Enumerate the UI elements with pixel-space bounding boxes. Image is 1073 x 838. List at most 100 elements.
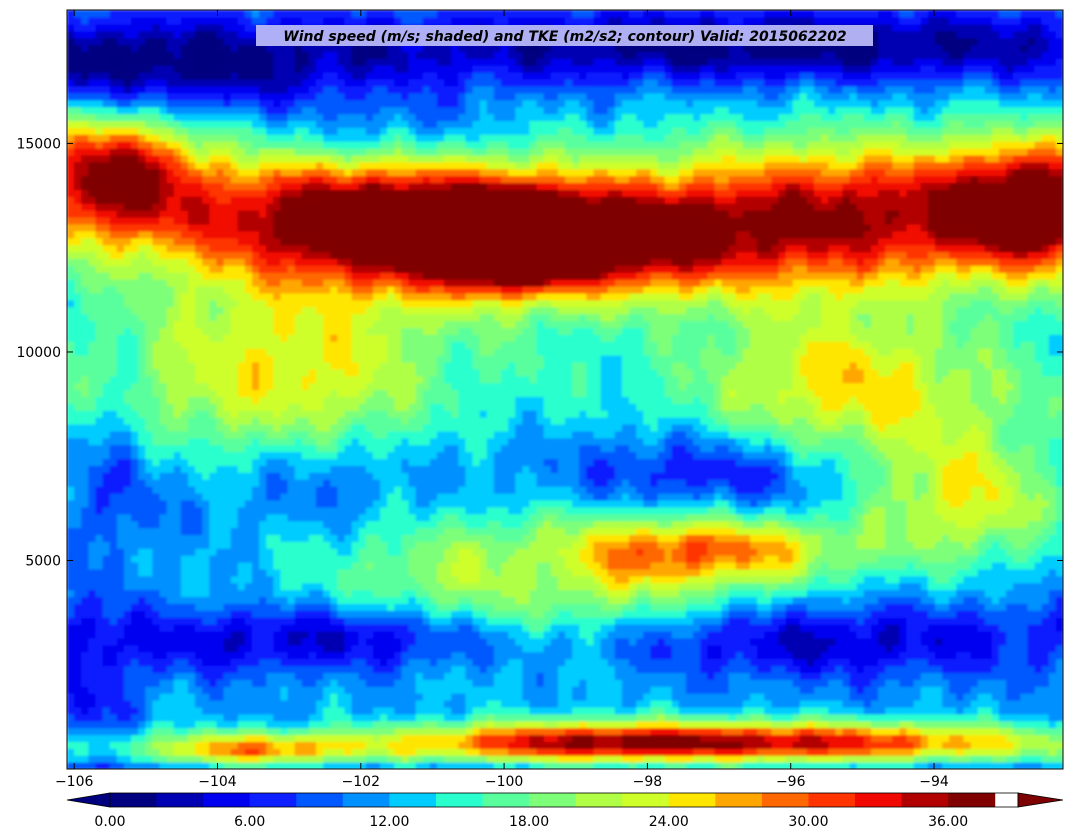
field-cell <box>778 534 787 542</box>
field-cell <box>266 700 274 708</box>
field-cell <box>814 748 822 756</box>
field-cell <box>102 727 111 736</box>
field-cell <box>1055 727 1063 736</box>
field-cell <box>472 568 481 577</box>
field-cell <box>486 720 495 729</box>
field-cell <box>429 527 438 535</box>
field-cell <box>88 672 97 680</box>
field-cell <box>1034 637 1043 646</box>
field-cell <box>998 679 1007 687</box>
field-cell <box>380 596 388 604</box>
field-cell <box>693 651 701 660</box>
field-cell <box>230 665 239 673</box>
field-cell <box>870 575 879 584</box>
field-cell <box>287 706 296 715</box>
field-cell <box>771 713 780 722</box>
field-cell <box>237 727 246 736</box>
field-cell <box>223 617 232 625</box>
field-cell <box>202 631 210 639</box>
field-cell <box>920 651 929 660</box>
field-cell <box>230 741 239 749</box>
field-cell <box>308 603 317 611</box>
field-cell <box>88 734 97 742</box>
field-cell <box>436 741 445 749</box>
field-cell <box>977 741 986 749</box>
field-cell <box>664 741 673 749</box>
field-cell <box>323 548 331 556</box>
field-cell <box>173 720 182 729</box>
field-cell <box>621 548 630 556</box>
field-cell <box>778 617 787 625</box>
field-cell <box>422 520 431 529</box>
field-cell <box>486 527 495 535</box>
field-cell <box>885 748 893 756</box>
field-cell <box>764 720 772 729</box>
field-cell <box>408 555 417 563</box>
field-cell <box>515 706 523 715</box>
field-cell <box>408 624 417 632</box>
field-cell <box>67 686 75 694</box>
field-cell <box>273 693 282 701</box>
field-cell <box>621 589 630 598</box>
field-cell <box>835 631 844 639</box>
field-cell <box>643 534 651 542</box>
field-cell <box>166 617 175 625</box>
field-cell <box>209 617 217 625</box>
field-cell <box>131 693 139 701</box>
field-cell <box>429 706 438 715</box>
field-cell <box>394 555 402 563</box>
field-cell <box>892 589 900 598</box>
field-cell <box>472 748 481 756</box>
field-cell <box>458 693 466 701</box>
field-cell <box>316 755 324 763</box>
field-cell <box>828 534 836 542</box>
field-cell <box>116 555 125 563</box>
field-cell <box>109 679 118 687</box>
field-cell <box>152 727 161 736</box>
field-cell <box>998 700 1007 708</box>
field-cell <box>593 762 602 769</box>
field-cell <box>1041 755 1050 763</box>
field-cell <box>372 748 381 756</box>
field-cell <box>970 637 979 646</box>
field-cell <box>614 617 623 625</box>
field-cell <box>920 575 929 584</box>
field-cell <box>493 762 502 769</box>
field-cell <box>138 617 146 625</box>
field-cell <box>202 679 210 687</box>
field-cell <box>1006 527 1014 535</box>
field-cell <box>714 762 723 769</box>
field-cell <box>422 713 431 722</box>
field-cell <box>543 603 552 611</box>
field-cell <box>956 596 964 604</box>
field-cell <box>351 644 360 653</box>
field-cell <box>500 755 509 763</box>
field-cell <box>116 644 125 653</box>
field-cell <box>394 651 402 660</box>
field-cell <box>408 582 417 591</box>
field-cell <box>678 610 687 618</box>
field-cell <box>116 534 125 542</box>
field-cell <box>486 617 495 625</box>
field-cell <box>308 624 317 632</box>
field-cell <box>173 741 182 749</box>
field-cell <box>700 644 708 653</box>
field-cell <box>109 665 118 673</box>
field-cell <box>714 679 723 687</box>
field-cell <box>81 603 89 611</box>
field-cell <box>479 637 488 646</box>
field-cell <box>735 603 744 611</box>
field-cell <box>536 562 545 570</box>
field-cell <box>202 555 210 563</box>
field-cell <box>1041 575 1050 584</box>
field-cell <box>991 562 1000 570</box>
field-cell <box>636 762 644 769</box>
field-cell <box>586 541 595 549</box>
field-cell <box>436 582 445 591</box>
field-cell <box>67 596 75 604</box>
field-cell <box>579 527 587 535</box>
field-cell <box>543 637 552 646</box>
field-cell <box>1027 762 1036 769</box>
field-cell <box>586 741 595 749</box>
field-cell <box>209 679 217 687</box>
